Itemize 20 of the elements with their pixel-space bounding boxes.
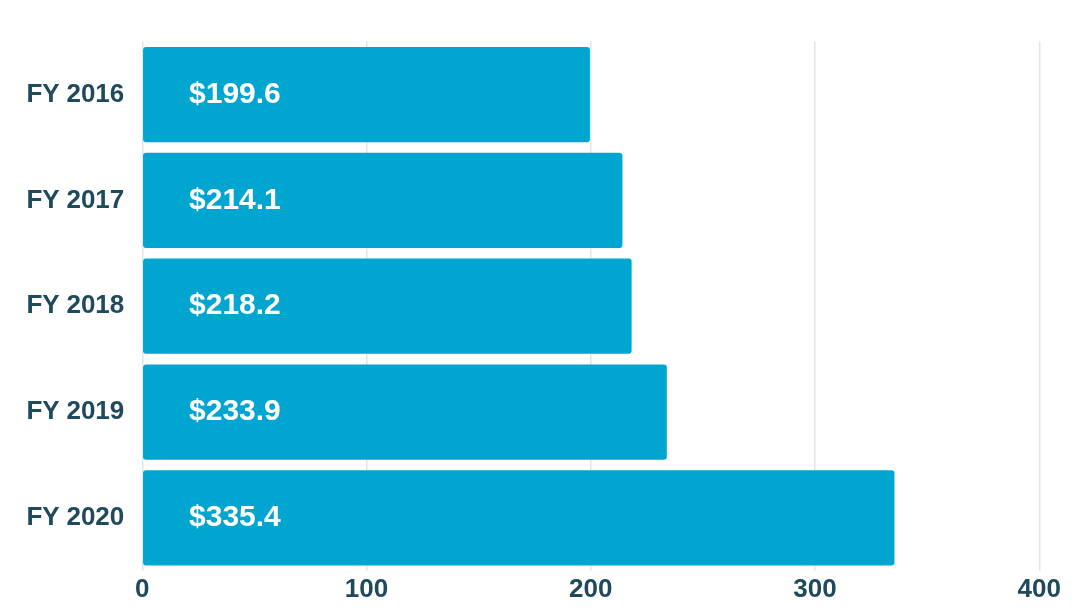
data-label: $335.4 <box>189 499 282 533</box>
y-tick-label: FY 2017 <box>26 183 125 214</box>
data-label: $233.9 <box>189 393 281 427</box>
bar <box>143 152 623 248</box>
bar <box>143 258 632 354</box>
y-tick-label: FY 2016 <box>26 77 125 108</box>
bar <box>143 46 590 143</box>
x-tick-label: 300 <box>793 572 837 603</box>
x-tick-label: 400 <box>1017 572 1062 603</box>
bar <box>143 364 667 460</box>
y-tick-label: FY 2019 <box>26 395 125 426</box>
x-tick-label: 100 <box>344 572 389 603</box>
x-tick-label: 200 <box>569 572 613 603</box>
bar <box>143 470 895 566</box>
data-label: $199.6 <box>189 75 281 109</box>
data-label: $214.1 <box>189 181 281 215</box>
y-tick-label: FY 2020 <box>26 501 125 532</box>
data-label: $218.2 <box>189 287 281 321</box>
x-tick-label: 0 <box>135 572 150 603</box>
y-tick-label: FY 2018 <box>26 289 125 320</box>
